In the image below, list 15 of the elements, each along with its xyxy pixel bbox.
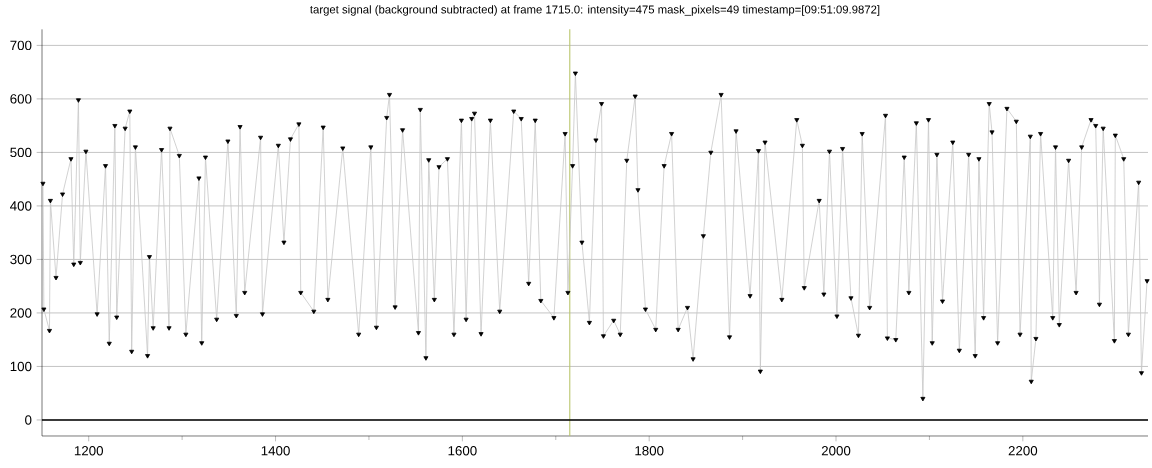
x-tick-label: 2000 [821,446,851,456]
chart-title: target signal (background subtracted) at frame 1715.0: intensity=475 mask_pixels=49 timestamp=[09:51:09.9872] [310,5,880,16]
x-tick-label: 1600 [448,446,477,456]
x-tick-label: 2200 [1008,446,1038,456]
y-tick-label: 0 [25,415,32,425]
x-tick-label: 1200 [74,446,104,456]
y-tick-label: 400 [10,201,32,211]
x-tick-label: 1400 [261,446,290,456]
y-tick-label: 500 [10,147,32,158]
y-tick-label: 700 [10,40,32,51]
y-tick-label: 600 [10,94,32,104]
y-tick-label: 300 [10,254,32,265]
y-tick-label: 200 [10,308,32,318]
y-tick-label: 100 [10,361,32,372]
x-tick-label: 1800 [635,446,664,456]
